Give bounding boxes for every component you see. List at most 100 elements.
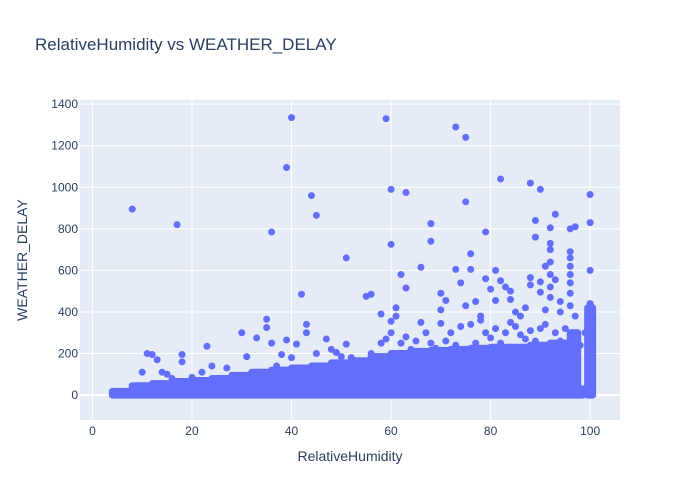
data-point <box>511 322 519 330</box>
data-point <box>153 356 161 364</box>
y-tick-label: 1400 <box>51 97 78 111</box>
data-point <box>382 115 390 123</box>
data-point <box>437 289 445 297</box>
x-tick-label: 60 <box>384 424 398 438</box>
data-point <box>586 266 594 274</box>
data-point <box>392 312 400 320</box>
data-point <box>417 318 425 326</box>
data-point <box>556 298 564 306</box>
data-point <box>377 339 385 347</box>
data-point <box>387 317 395 325</box>
data-point <box>283 336 291 344</box>
data-point <box>243 353 251 361</box>
data-point <box>437 306 445 314</box>
data-point <box>487 334 495 342</box>
data-point <box>546 246 554 254</box>
data-point <box>268 228 276 236</box>
data-point <box>427 220 435 228</box>
data-point <box>502 283 510 291</box>
data-point <box>472 298 480 306</box>
data-point <box>472 339 480 347</box>
data-point <box>292 340 300 348</box>
data-point <box>566 289 574 297</box>
data-point <box>447 329 455 337</box>
data-point <box>322 335 330 343</box>
data-point <box>402 284 410 292</box>
data-point <box>526 327 534 335</box>
data-point <box>223 364 231 372</box>
y-tick-label: 800 <box>58 222 78 236</box>
data-point <box>357 358 365 366</box>
data-point <box>442 297 450 305</box>
data-point <box>297 290 305 298</box>
data-point <box>541 306 549 314</box>
data-point <box>497 339 505 347</box>
data-point <box>502 329 510 337</box>
data-point <box>407 345 415 353</box>
data-point <box>263 315 271 323</box>
data-point <box>397 271 405 279</box>
data-point <box>492 297 500 305</box>
data-point <box>457 322 465 330</box>
data-point <box>462 133 470 141</box>
data-point <box>312 211 320 219</box>
data-point <box>531 337 539 345</box>
y-tick-label: 0 <box>71 388 78 402</box>
data-point <box>586 331 594 339</box>
y-tick-label: 600 <box>58 263 78 277</box>
x-tick-label: 100 <box>580 424 600 438</box>
data-point <box>541 320 549 328</box>
data-point <box>268 339 276 347</box>
data-point <box>457 279 465 287</box>
data-point <box>497 277 505 285</box>
data-point <box>342 340 350 348</box>
y-axis-ticks: 0 200 400 600 800 1000 1200 1400 <box>51 97 78 402</box>
data-point <box>367 290 375 298</box>
data-point <box>507 287 515 295</box>
y-tick-label: 1000 <box>51 180 78 194</box>
data-point <box>546 258 554 266</box>
data-point <box>402 188 410 196</box>
data-point <box>178 351 186 359</box>
data-point <box>516 312 524 320</box>
data-point <box>288 114 296 122</box>
data-point <box>551 276 559 284</box>
y-tick-label: 200 <box>58 347 78 361</box>
data-point <box>278 351 286 359</box>
data-point <box>128 205 136 213</box>
data-point <box>367 350 375 358</box>
data-point <box>566 271 574 279</box>
data-point <box>382 335 390 343</box>
data-point <box>531 233 539 241</box>
data-point <box>536 185 544 193</box>
data-point <box>417 263 425 271</box>
data-point <box>546 293 554 301</box>
data-point <box>397 339 405 347</box>
data-point <box>482 228 490 236</box>
data-point <box>571 223 579 231</box>
data-point <box>586 300 594 308</box>
data-point <box>302 320 310 328</box>
data-point <box>566 302 574 310</box>
data-point <box>218 375 226 383</box>
data-point <box>566 248 574 256</box>
data-point <box>467 265 475 273</box>
data-point <box>492 325 500 333</box>
data-point <box>566 254 574 262</box>
data-point <box>551 329 559 337</box>
x-tick-label: 0 <box>89 424 96 438</box>
data-point <box>546 239 554 247</box>
data-point <box>507 295 515 303</box>
data-point <box>337 353 345 361</box>
data-point <box>492 266 500 274</box>
data-point <box>342 254 350 262</box>
data-point <box>561 325 569 333</box>
data-point <box>546 271 554 279</box>
data-point <box>541 262 549 270</box>
data-point <box>203 342 211 350</box>
x-tick-label: 80 <box>484 424 498 438</box>
data-point <box>467 320 475 328</box>
data-point <box>556 308 564 316</box>
data-point <box>312 350 320 358</box>
